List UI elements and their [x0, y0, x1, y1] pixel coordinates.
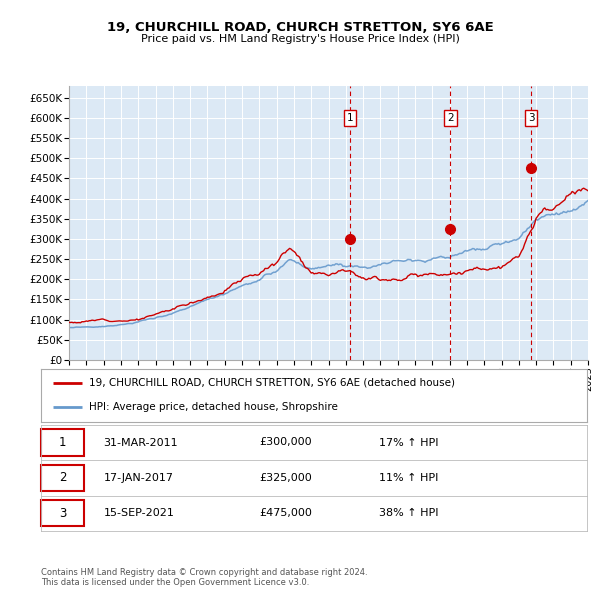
- Text: 31-MAR-2011: 31-MAR-2011: [104, 438, 178, 447]
- Text: 19, CHURCHILL ROAD, CHURCH STRETTON, SY6 6AE (detached house): 19, CHURCHILL ROAD, CHURCH STRETTON, SY6…: [89, 378, 455, 388]
- Text: £325,000: £325,000: [259, 473, 312, 483]
- Text: 38% ↑ HPI: 38% ↑ HPI: [379, 509, 439, 518]
- Text: £300,000: £300,000: [259, 438, 312, 447]
- FancyBboxPatch shape: [41, 430, 85, 455]
- Text: HPI: Average price, detached house, Shropshire: HPI: Average price, detached house, Shro…: [89, 402, 338, 412]
- Text: 2: 2: [447, 113, 454, 123]
- Text: 3: 3: [528, 113, 535, 123]
- Text: 17% ↑ HPI: 17% ↑ HPI: [379, 438, 439, 447]
- FancyBboxPatch shape: [41, 465, 85, 491]
- Text: 1: 1: [347, 113, 353, 123]
- Text: Price paid vs. HM Land Registry's House Price Index (HPI): Price paid vs. HM Land Registry's House …: [140, 34, 460, 44]
- Text: 2: 2: [59, 471, 67, 484]
- Text: 19, CHURCHILL ROAD, CHURCH STRETTON, SY6 6AE: 19, CHURCHILL ROAD, CHURCH STRETTON, SY6…: [107, 21, 493, 34]
- Text: 3: 3: [59, 507, 67, 520]
- Text: 11% ↑ HPI: 11% ↑ HPI: [379, 473, 439, 483]
- Text: 1: 1: [59, 436, 67, 449]
- FancyBboxPatch shape: [41, 500, 85, 526]
- Text: Contains HM Land Registry data © Crown copyright and database right 2024.
This d: Contains HM Land Registry data © Crown c…: [41, 568, 367, 587]
- Text: 15-SEP-2021: 15-SEP-2021: [104, 509, 175, 518]
- Text: £475,000: £475,000: [259, 509, 312, 518]
- Text: 17-JAN-2017: 17-JAN-2017: [104, 473, 173, 483]
